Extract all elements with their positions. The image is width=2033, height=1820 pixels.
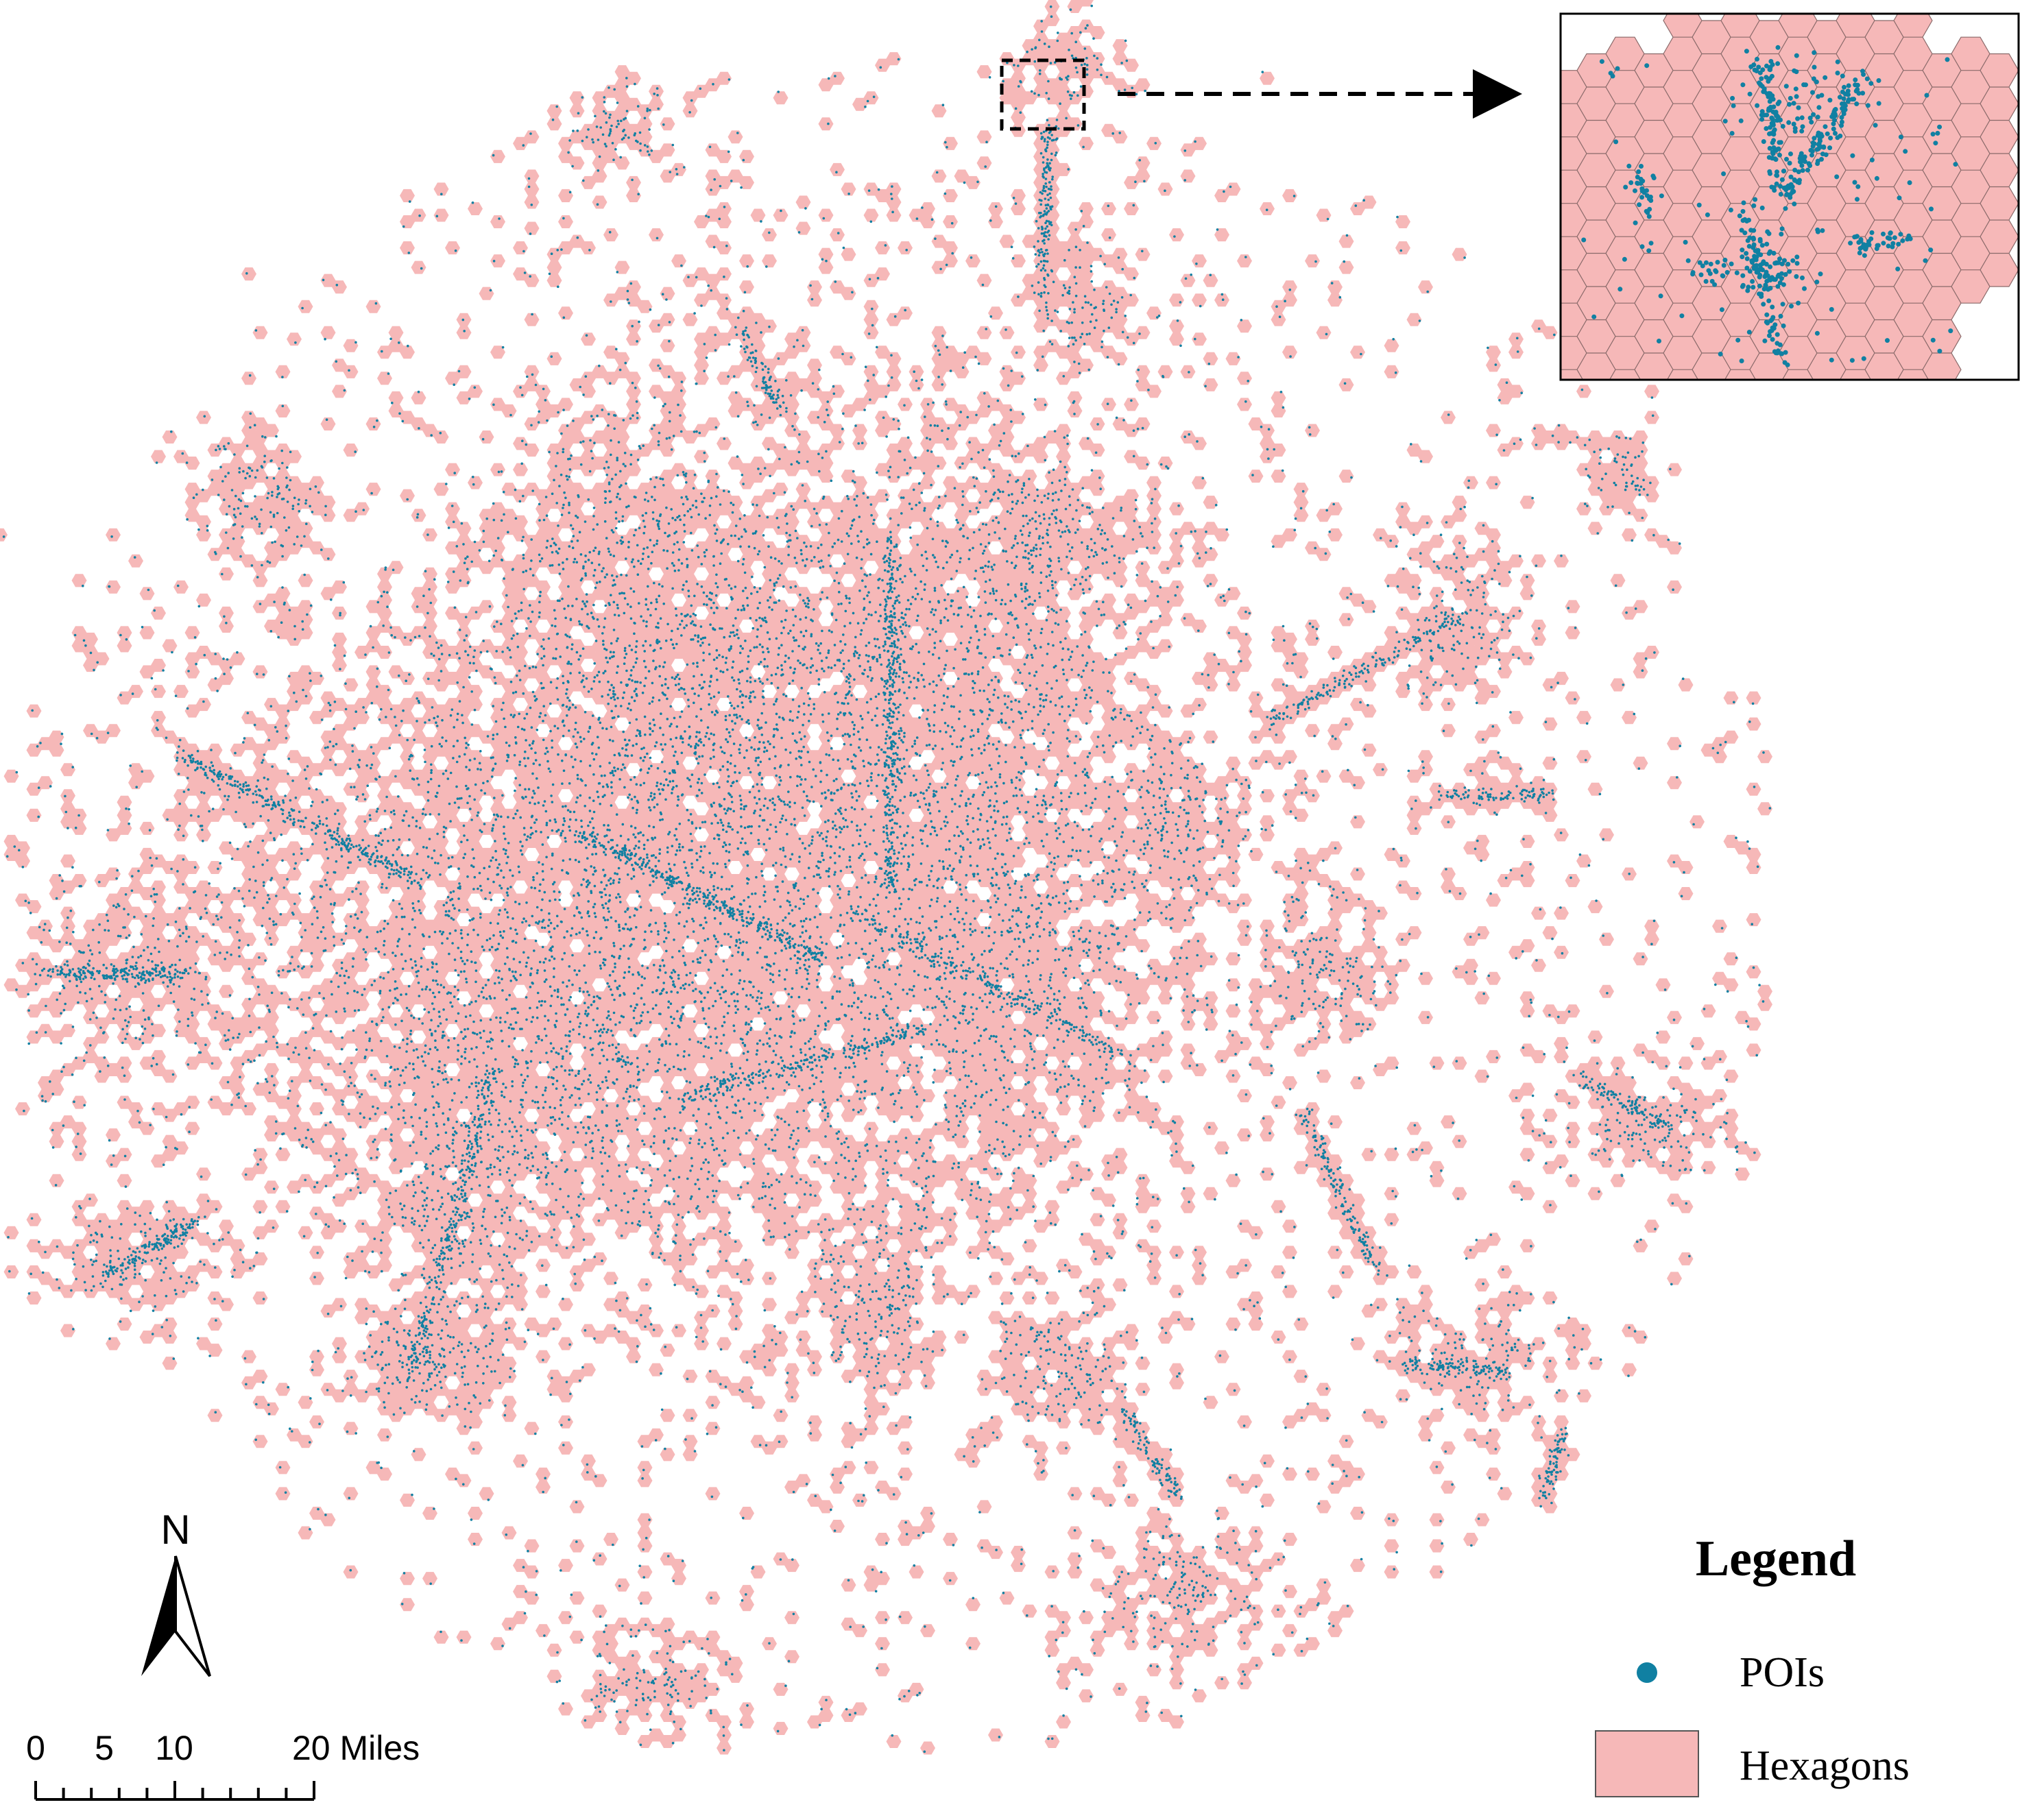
north-arrow-right-half	[176, 1556, 210, 1676]
scale-tick-0: 0	[26, 1729, 45, 1767]
scale-tick-5: 5	[95, 1729, 114, 1767]
north-label: N	[160, 1507, 190, 1553]
north-arrow: N	[141, 1507, 210, 1676]
scale-bar-ticks	[36, 1781, 314, 1799]
legend: Legend POIs Hexagons	[1596, 1531, 1910, 1797]
inset-hexagons	[1548, 4, 2019, 420]
legend-poi-label: POIs	[1740, 1649, 1825, 1696]
north-arrow-left-half	[141, 1556, 176, 1676]
scale-bar: 0 5 10 20 Miles	[26, 1729, 420, 1799]
legend-poi-symbol	[1637, 1662, 1657, 1683]
legend-title: Legend	[1696, 1531, 1856, 1587]
scale-tick-10: 10	[155, 1729, 193, 1767]
inset-map	[1548, 4, 2019, 420]
legend-hexagon-symbol	[1596, 1731, 1698, 1797]
scale-tick-20: 20 Miles	[292, 1729, 420, 1767]
legend-hexagon-label: Hexagons	[1740, 1743, 1910, 1789]
inset-hexagon-cells	[1548, 4, 2019, 420]
